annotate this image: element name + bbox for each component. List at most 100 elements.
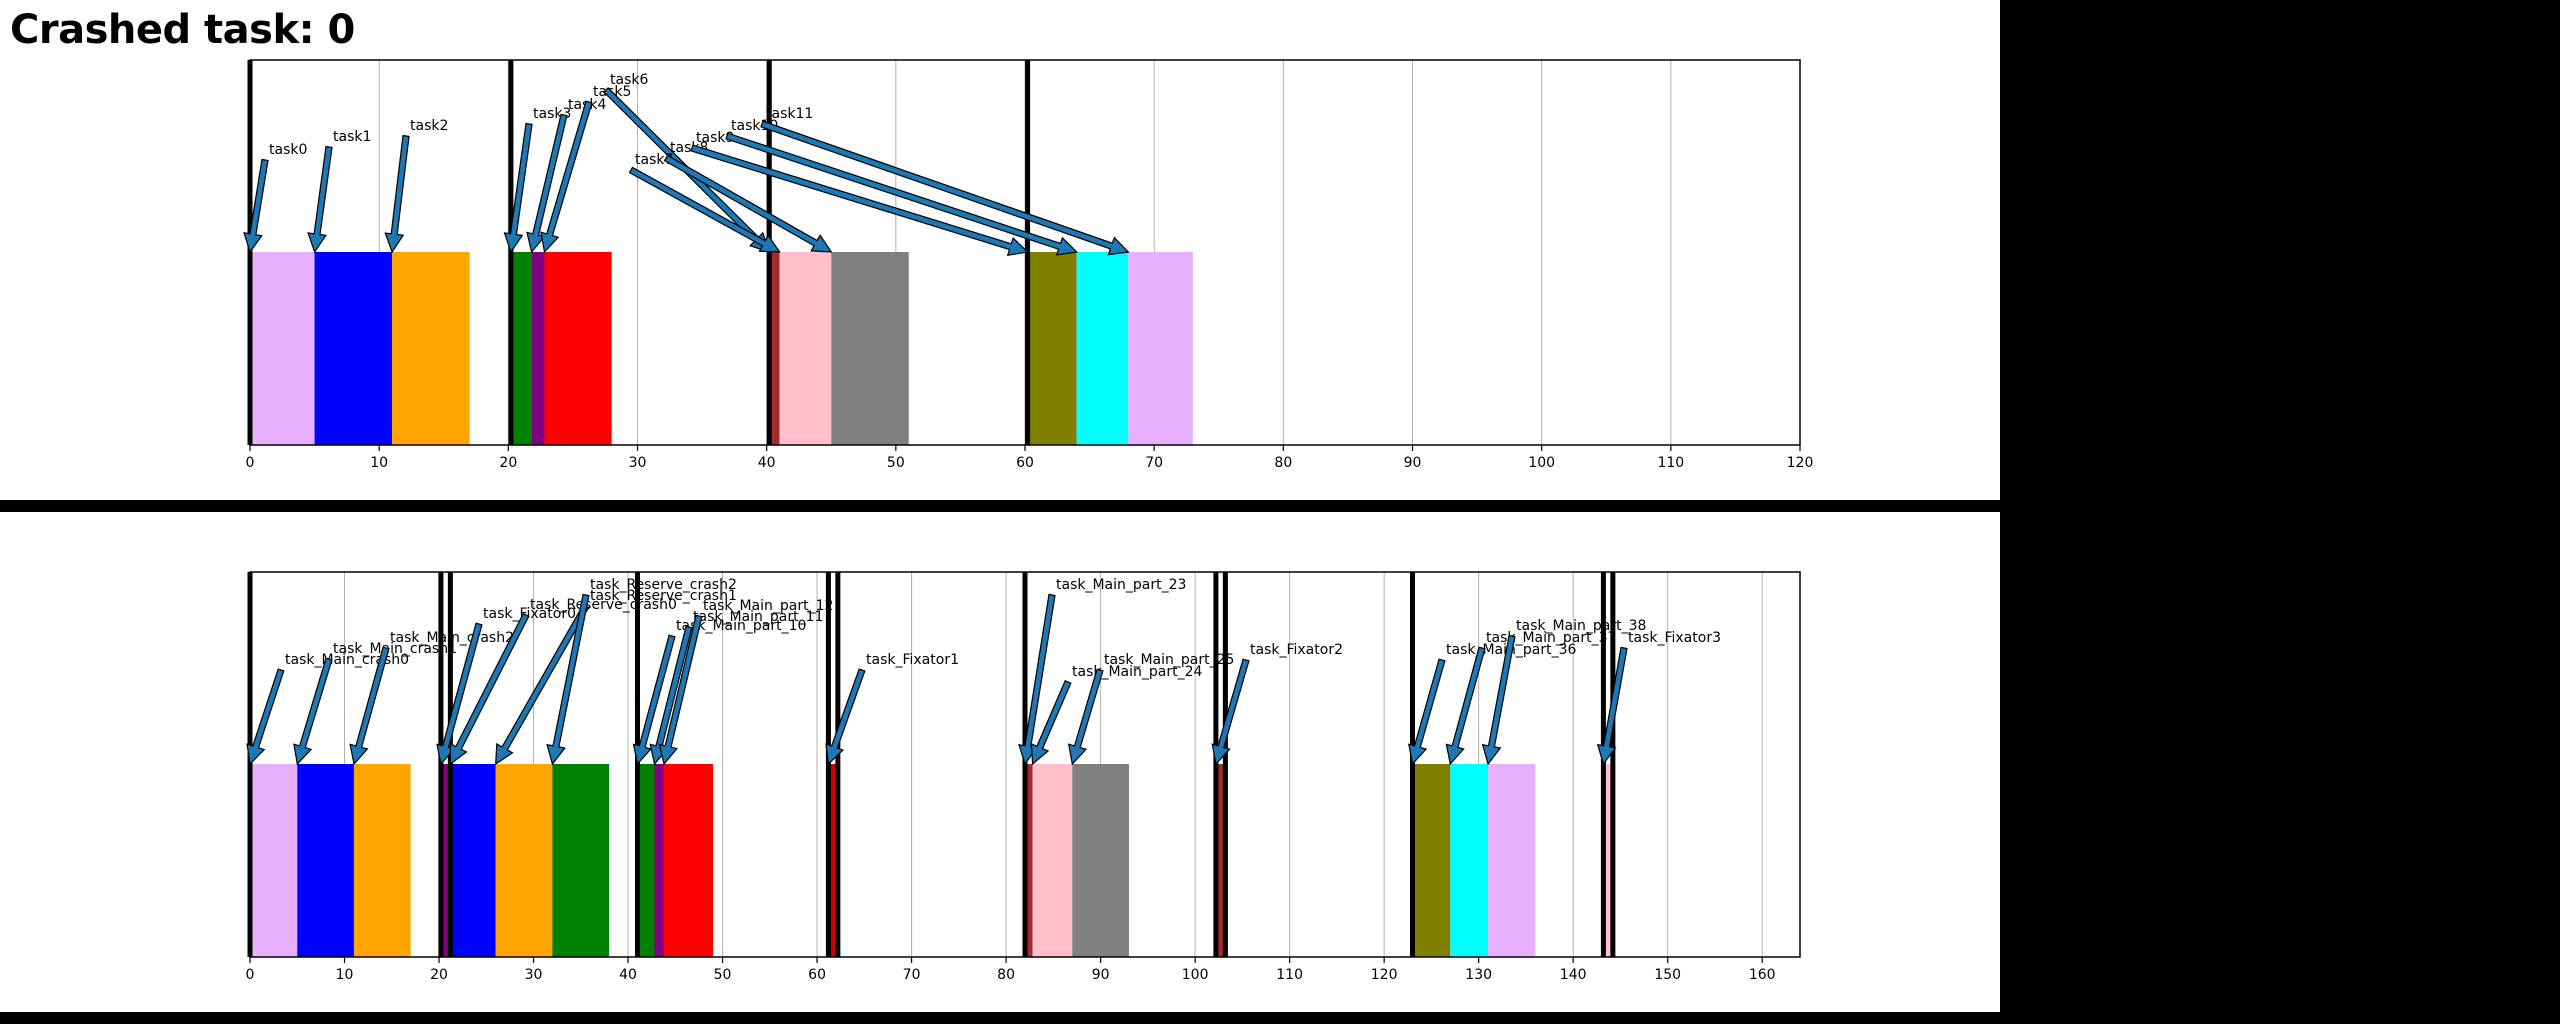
x-tick-label: 110 [1276, 967, 1303, 983]
task-bar [1025, 764, 1033, 957]
x-tick-label: 90 [1092, 967, 1110, 983]
annotation-arrow [546, 593, 590, 766]
annotation-label: task_Main_crash2 [390, 630, 514, 646]
annotation-label: task_Main_part_11 [693, 609, 823, 625]
annotation-arrow [1018, 593, 1056, 766]
annotation-label: task_Main_part_24 [1072, 664, 1203, 680]
x-tick-label: 110 [1657, 455, 1684, 471]
annotation-arrow [632, 634, 676, 766]
annotation-arrow [1408, 658, 1446, 766]
task-bar [769, 252, 780, 445]
annotation-label: task_Main_part_23 [1056, 577, 1186, 593]
annotation-label: task_Reserve_crash2 [590, 577, 737, 593]
annotation-arrow [690, 144, 1029, 257]
task-bar [392, 252, 470, 445]
task-bar [544, 252, 612, 445]
x-tick-label: 120 [1371, 967, 1398, 983]
annotation-arrow [628, 166, 781, 253]
annotation-arrow [246, 668, 285, 766]
annotation-label: task0 [269, 142, 307, 158]
annotation-arrow [540, 100, 593, 254]
x-tick-label: 80 [997, 967, 1015, 983]
task-bar [510, 252, 532, 445]
x-tick-label: 60 [808, 967, 826, 983]
annotation-arrow [449, 612, 530, 766]
annotation-arrow [1481, 634, 1516, 766]
x-tick-label: 20 [499, 455, 517, 471]
annotation-label: task_Fixator1 [866, 652, 959, 668]
annotation-arrow [436, 622, 483, 766]
task-bar [1128, 252, 1193, 445]
x-tick-label: 80 [1274, 455, 1292, 471]
annotation-label: task_Fixator3 [1628, 630, 1721, 646]
x-tick-label: 10 [370, 455, 388, 471]
task-bar [1603, 764, 1613, 957]
task-bar [450, 764, 496, 957]
annotation-arrow [495, 603, 590, 766]
annotation-arrow [503, 122, 533, 254]
task-bar [250, 252, 315, 445]
task-bar [1215, 764, 1226, 957]
x-tick-label: 70 [903, 967, 921, 983]
task-bar [353, 764, 411, 957]
task-bar [828, 764, 838, 957]
x-tick-label: 120 [1787, 455, 1814, 471]
annotation-label: task_Main_part_37 [1486, 630, 1616, 646]
task-bar [831, 252, 909, 445]
annotation-arrow [760, 120, 1130, 256]
x-tick-label: 160 [1749, 967, 1776, 983]
x-tick-label: 30 [629, 455, 647, 471]
x-tick-label: 30 [525, 967, 543, 983]
x-tick-label: 40 [619, 967, 637, 983]
x-tick-label: 10 [336, 967, 354, 983]
x-tick-label: 100 [1182, 967, 1209, 983]
annotation-arrow [663, 154, 833, 253]
x-tick-label: 100 [1528, 455, 1555, 471]
task-bar [1076, 252, 1129, 445]
task-bar [440, 764, 451, 957]
annotation-arrow [526, 113, 568, 254]
annotation-arrow [725, 132, 1078, 256]
annotation-label: task_Main_part_38 [1516, 618, 1646, 634]
annotation-arrow [1596, 646, 1628, 766]
annotation-arrow [293, 657, 333, 766]
annotation-label: task11 [766, 106, 813, 122]
annotation-label: task_Main_part_10 [676, 618, 806, 634]
annotation-arrow [307, 145, 333, 254]
annotation-label: task_Reserve_crash1 [590, 588, 737, 604]
task-bar [314, 252, 393, 445]
annotation-label: task2 [410, 118, 448, 134]
annotation-arrow [1030, 680, 1072, 766]
x-tick-label: 90 [1404, 455, 1422, 471]
annotation-arrow [825, 668, 866, 766]
task-bar [250, 764, 298, 957]
annotation-arrow [243, 158, 269, 254]
task-bar [1032, 764, 1073, 957]
annotation-label: task_Reserve_crash0 [530, 597, 677, 613]
bottom-gantt-chart: 0 10 20 30 40 50 60 70 80 90 100 110 120 130 140 150 160… [246, 571, 1801, 983]
top-gantt-chart: 0 10 20 30 40 50 60 70 80 90 100 110 120 task0 task1 ta… [243, 59, 1814, 471]
x-tick-label: 140 [1560, 967, 1587, 983]
task-bar [1072, 764, 1129, 957]
task-bar [779, 252, 832, 445]
task-bar [1450, 764, 1489, 957]
x-tick-label: 50 [714, 967, 732, 983]
task-bar [1488, 764, 1536, 957]
task-bar [495, 764, 553, 957]
x-tick-label: 150 [1654, 967, 1681, 983]
task-bar [654, 764, 664, 957]
task-bar [663, 764, 714, 957]
page-title: Crashed task: 0 [10, 7, 355, 53]
annotation-label: task_Main_part_12 [703, 598, 833, 614]
annotation-arrow [1067, 668, 1104, 766]
x-tick-label: 60 [1016, 455, 1034, 471]
task-bar [1412, 764, 1451, 957]
task-bar [297, 764, 354, 957]
annotation-label: task1 [333, 129, 371, 145]
annotation-label: task_Main_crash1 [333, 641, 457, 657]
annotation-label: task9 [696, 130, 734, 146]
task-bar [531, 252, 545, 445]
annotation-arrow [384, 134, 410, 254]
annotation-label: task_Fixator0 [483, 606, 576, 622]
x-tick-label: 130 [1465, 967, 1492, 983]
